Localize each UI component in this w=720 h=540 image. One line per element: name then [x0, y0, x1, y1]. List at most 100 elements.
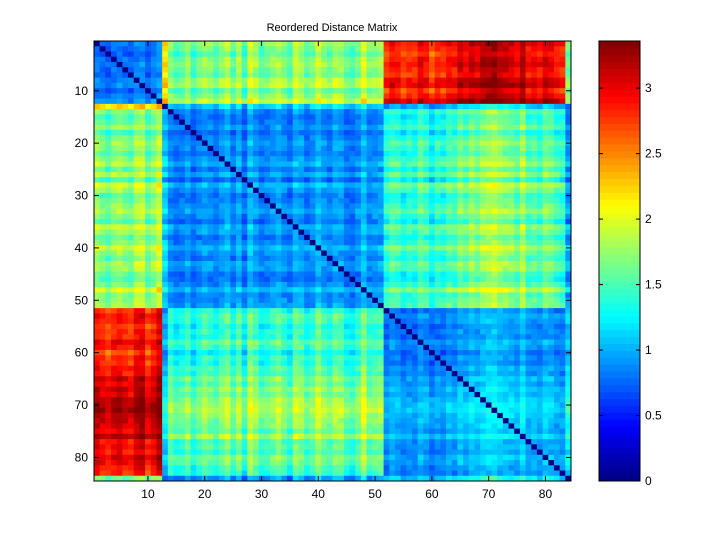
- heatmap-cell: [218, 119, 226, 126]
- heatmap-cell: [99, 234, 106, 241]
- heatmap-cell: [480, 224, 487, 230]
- heatmap-cell: [474, 240, 481, 246]
- heatmap-cell: [235, 313, 243, 320]
- heatmap-cell: [474, 98, 481, 105]
- heatmap-cell: [133, 266, 140, 272]
- heatmap-cell: [457, 166, 464, 173]
- heatmap-cell: [519, 51, 526, 58]
- heatmap-cell: [264, 161, 271, 168]
- heatmap-cell: [389, 166, 396, 173]
- heatmap-cell: [230, 229, 237, 236]
- heatmap-cell: [417, 130, 424, 136]
- heatmap-cell: [241, 67, 248, 73]
- heatmap-cell: [536, 245, 544, 251]
- heatmap-cell: [122, 198, 129, 204]
- heatmap-cell: [457, 151, 464, 157]
- heatmap-cell: [258, 281, 265, 288]
- heatmap-cell: [287, 350, 294, 356]
- heatmap-cell: [343, 56, 350, 63]
- heatmap-cell: [446, 93, 453, 100]
- heatmap-cell: [377, 308, 385, 314]
- heatmap-cell: [519, 281, 526, 288]
- heatmap-cell: [105, 119, 112, 126]
- heatmap-cell: [116, 276, 123, 283]
- heatmap-cell: [235, 67, 243, 73]
- heatmap-cell: [519, 198, 526, 204]
- heatmap-cell: [400, 229, 407, 236]
- heatmap-cell: [99, 339, 106, 346]
- heatmap-cell: [389, 140, 396, 147]
- heatmap-cell: [429, 276, 436, 283]
- heatmap-cell: [338, 67, 345, 73]
- heatmap-cell: [525, 192, 532, 199]
- heatmap-cell: [111, 250, 118, 257]
- heatmap-cell: [162, 276, 169, 283]
- heatmap-cell: [434, 323, 441, 330]
- heatmap-cell: [241, 109, 248, 115]
- heatmap-cell: [105, 261, 112, 267]
- heatmap-cell: [548, 276, 555, 283]
- heatmap-cell: [548, 98, 555, 105]
- heatmap-cell: [196, 318, 203, 325]
- heatmap-cell: [241, 271, 248, 278]
- heatmap-cell: [292, 171, 299, 178]
- heatmap-cell: [190, 72, 197, 79]
- heatmap-cell: [309, 313, 316, 320]
- heatmap-cell: [281, 46, 288, 52]
- heatmap-cell: [468, 308, 475, 314]
- heatmap-cell: [105, 103, 112, 110]
- heatmap-cell: [241, 82, 248, 89]
- heatmap-cell: [383, 261, 390, 267]
- heatmap-cell: [480, 41, 487, 47]
- heatmap-cell: [111, 93, 118, 100]
- heatmap-cell: [275, 308, 282, 314]
- heatmap-cell: [139, 187, 146, 194]
- heatmap-cell: [213, 271, 220, 278]
- heatmap-cell: [383, 344, 390, 351]
- heatmap-cell: [122, 41, 129, 47]
- heatmap-cell: [116, 103, 123, 110]
- heatmap-cell: [559, 198, 566, 204]
- heatmap-cell: [111, 103, 118, 110]
- heatmap-cell: [133, 156, 140, 162]
- heatmap-cell: [128, 56, 135, 63]
- heatmap-cell: [133, 250, 140, 257]
- heatmap-cell: [548, 245, 555, 251]
- heatmap-cell: [292, 82, 299, 89]
- heatmap-cell: [128, 77, 135, 84]
- heatmap-cell: [394, 292, 402, 299]
- heatmap-cell: [389, 224, 396, 230]
- heatmap-cell: [531, 114, 538, 120]
- heatmap-cell: [383, 177, 390, 183]
- heatmap-cell: [383, 93, 390, 100]
- heatmap-cell: [105, 130, 112, 136]
- heatmap-cell: [485, 119, 492, 126]
- heatmap-cell: [457, 208, 464, 215]
- heatmap-cell: [281, 344, 288, 351]
- heatmap-cell: [167, 56, 174, 63]
- heatmap-cell: [321, 213, 328, 220]
- heatmap-cell: [105, 219, 112, 225]
- heatmap-cell: [224, 329, 231, 335]
- heatmap-cell: [548, 166, 555, 173]
- heatmap-cell: [133, 208, 140, 215]
- heatmap-cell: [389, 219, 396, 225]
- heatmap-cell: [457, 229, 464, 236]
- heatmap-cell: [502, 177, 509, 183]
- heatmap-cell: [304, 130, 311, 136]
- heatmap-cell: [485, 93, 492, 100]
- heatmap-cell: [156, 93, 163, 100]
- heatmap-cell: [440, 98, 447, 105]
- heatmap-cell: [241, 261, 248, 267]
- heatmap-cell: [275, 297, 282, 304]
- heatmap-cell: [434, 213, 441, 220]
- heatmap-cell: [275, 119, 282, 126]
- heatmap-cell: [525, 41, 532, 47]
- heatmap-cell: [235, 344, 243, 351]
- heatmap-cell: [360, 318, 367, 325]
- heatmap-cell: [287, 182, 294, 189]
- heatmap-cell: [292, 98, 299, 105]
- heatmap-cell: [457, 124, 464, 131]
- heatmap-cell: [253, 124, 260, 131]
- heatmap-cell: [525, 339, 532, 346]
